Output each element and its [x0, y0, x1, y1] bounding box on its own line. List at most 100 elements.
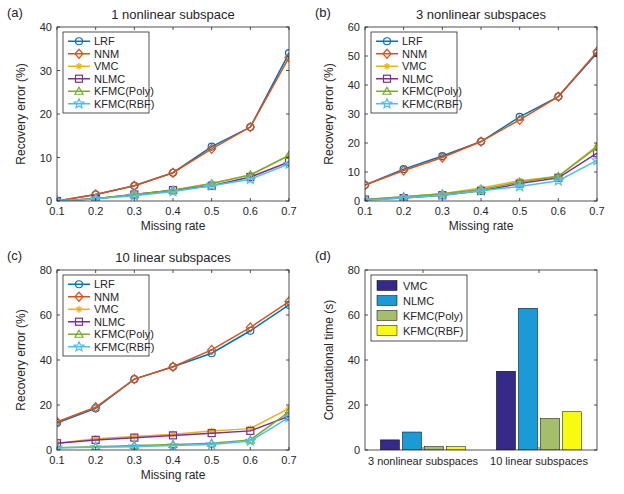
legend-label: NNM: [402, 48, 427, 60]
legend-label: KFMC(Poly): [402, 85, 462, 97]
legend-line: [68, 41, 90, 43]
x-tick-label: 0.3: [127, 205, 142, 217]
marker: [246, 323, 254, 332]
bar: [402, 432, 421, 450]
legend: LRFNNMVMCNLMCKFMC(Poly)KFMC(RBF): [63, 275, 155, 356]
y-axis-label: Recovery error (%): [14, 309, 28, 410]
plot-area: [365, 270, 597, 450]
marker: [554, 92, 562, 101]
x-tick-label: 10 linear subspaces: [490, 455, 588, 467]
legend-line: [376, 41, 398, 43]
chart: 01020304050600.10.20.30.40.50.60.7Missin…: [315, 5, 605, 233]
x-tick-label: 0.4: [473, 205, 488, 217]
y-tick-label: 40: [348, 354, 360, 366]
marker: [384, 75, 391, 82]
legend-label: VMC: [94, 303, 119, 315]
marker: [246, 436, 256, 445]
marker: [438, 153, 446, 162]
x-tick: [289, 270, 290, 450]
legend-swatch: [377, 311, 397, 321]
marker: [382, 99, 392, 108]
marker: [365, 181, 369, 190]
marker: [284, 159, 289, 168]
x-tick-label: 0.1: [49, 205, 64, 217]
x-tick: [173, 27, 174, 201]
marker: [169, 362, 177, 371]
legend-line: [68, 53, 90, 55]
y-tick: [365, 405, 597, 406]
legend-line: [376, 78, 398, 80]
marker: [246, 174, 256, 183]
y-tick-label: 20: [348, 399, 360, 411]
legend-label: KFMC(Poly): [403, 310, 463, 322]
marker: [400, 166, 408, 175]
panel-label: (a): [7, 5, 23, 20]
bar: [380, 440, 399, 450]
y-tick: [57, 157, 289, 158]
marker: [75, 330, 83, 337]
marker: [284, 412, 289, 421]
series-line: [57, 417, 289, 447]
legend-swatch: [377, 326, 397, 336]
marker: [130, 375, 138, 384]
marker: [76, 306, 83, 313]
x-tick-label: 0.1: [49, 454, 64, 466]
marker: [57, 196, 62, 201]
x-axis-label: Missing rate: [141, 219, 206, 233]
y-tick-label: 40: [40, 21, 52, 33]
legend-label: KFMC(Poly): [94, 328, 154, 340]
legend-label: KFMC(RBF): [402, 98, 463, 110]
y-axis-label: Recovery error (%): [14, 63, 28, 164]
marker: [76, 281, 83, 288]
x-tick-label: 0.7: [281, 454, 296, 466]
y-tick-label: 80: [40, 264, 52, 276]
x-tick-label: 0.7: [281, 205, 296, 217]
frame: [365, 27, 597, 201]
legend-line: [68, 284, 90, 286]
marker: [130, 181, 138, 190]
legend-line: [376, 53, 398, 55]
y-tick: [57, 114, 289, 115]
x-tick-label: 0.2: [396, 205, 411, 217]
plot-area: [365, 27, 597, 201]
legend-line: [68, 296, 90, 298]
series-line: [57, 412, 289, 448]
series-line: [365, 160, 597, 200]
data-group: [380, 308, 581, 450]
panel-label: (c): [7, 248, 22, 263]
x-axis-label: Missing rate: [141, 468, 206, 482]
legend-label: VMC: [403, 280, 428, 292]
x-tick: [597, 27, 598, 201]
series-line: [365, 146, 597, 200]
marker: [285, 53, 289, 62]
series-line: [365, 153, 597, 199]
x-tick: [558, 27, 559, 201]
figure: 0102030400.10.20.30.40.50.60.7Missing ra…: [0, 0, 624, 494]
legend: LRFNNMVMCNLMCKFMC(Poly)KFMC(RBF): [371, 32, 463, 113]
x-tick: [250, 270, 251, 450]
y-tick-label: 50: [348, 50, 360, 62]
marker: [383, 87, 391, 94]
x-tick-label: 0.5: [204, 205, 219, 217]
x-tick: [539, 270, 540, 450]
y-tick: [365, 172, 597, 173]
marker: [74, 99, 84, 108]
marker: [131, 434, 138, 441]
legend-line: [376, 91, 398, 93]
legend: LRFNNMVMCNLMCKFMC(Poly)KFMC(RBF): [63, 32, 155, 113]
y-axis-label: Computational time (s): [322, 300, 336, 421]
y-tick-label: 20: [348, 137, 360, 149]
legend-line: [68, 321, 90, 323]
y-tick-label: 40: [40, 354, 52, 366]
marker: [57, 443, 62, 450]
background: [0, 0, 624, 494]
x-tick: [57, 27, 58, 201]
x-tick-label: 0.3: [435, 205, 450, 217]
panel-label: (d): [315, 248, 331, 263]
chart: 0204060803 nonlinear subspaces10 linear …: [315, 248, 597, 467]
y-tick-label: 30: [348, 108, 360, 120]
series-line: [365, 147, 597, 199]
legend-label: NLMC: [94, 316, 125, 328]
marker: [208, 345, 216, 354]
x-tick-label: 3 nonlinear subspaces: [368, 455, 479, 467]
